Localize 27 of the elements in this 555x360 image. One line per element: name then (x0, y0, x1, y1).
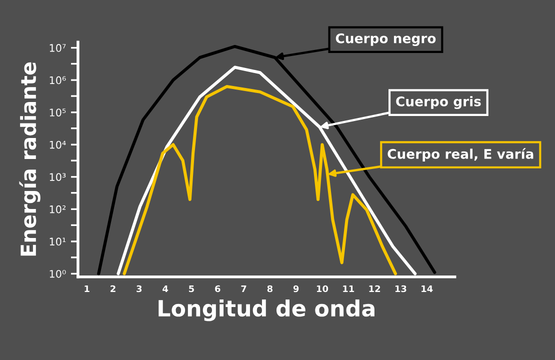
x-tick-label: 3 (136, 285, 142, 292)
y-tick-label: 10⁴ (50, 140, 66, 149)
x-tick-label: 8 (267, 285, 273, 292)
x-axis-title: Longitud de onda (158, 299, 374, 322)
annotation: Cuerpo gris (396, 96, 481, 110)
y-axis-title: Energía radiante (19, 62, 40, 256)
annotation: Cuerpo real, E varía (388, 148, 534, 162)
x-tick-label: 5 (189, 285, 194, 292)
y-tick-label: 10² (50, 205, 66, 214)
y-tick-label: 10⁷ (50, 44, 66, 52)
x-tick-label: 7 (241, 285, 246, 292)
x-tick-label: 4 (162, 285, 168, 292)
x-tick-label: 1 (84, 285, 90, 292)
x-tick-label: 9 (293, 285, 299, 292)
x-tick-label: 6 (215, 285, 220, 292)
y-tick-label: 10⁰ (50, 270, 66, 278)
x-tick-label: 14 (422, 285, 433, 292)
x-tick-label: 13 (395, 285, 406, 292)
x-tick-label: 2 (110, 285, 116, 292)
y-tick-label: 10¹ (50, 238, 66, 246)
x-tick-label: 12 (369, 285, 380, 292)
y-tick-label: 10⁵ (50, 108, 66, 116)
x-tick-label: 11 (343, 285, 354, 292)
annotation: Cuerpo negro (336, 33, 436, 46)
y-tick-label: 10³ (50, 173, 66, 181)
y-tick-label: 10⁶ (50, 76, 66, 84)
x-tick-label: 10 (316, 285, 328, 292)
